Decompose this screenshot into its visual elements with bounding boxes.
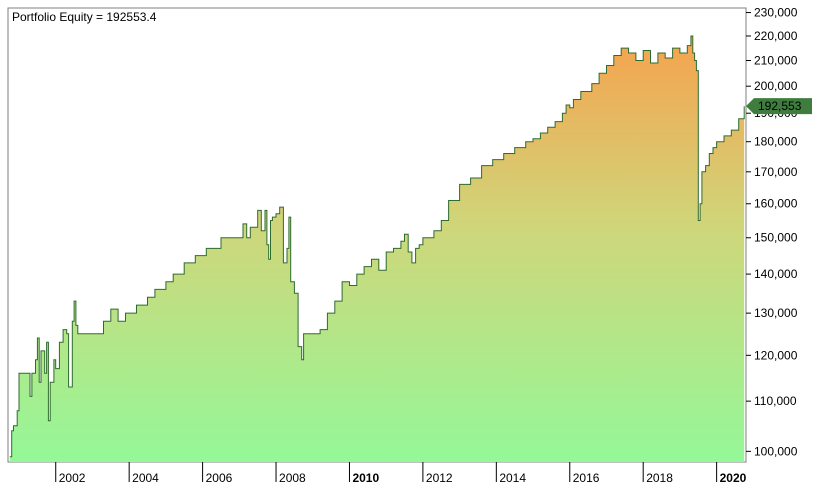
y-tick-label: 200,000 bbox=[754, 79, 798, 93]
y-tick-label: 180,000 bbox=[754, 135, 798, 149]
x-tick-label: 2012 bbox=[426, 471, 453, 485]
y-tick-label: 170,000 bbox=[754, 165, 798, 179]
y-tick-label: 150,000 bbox=[754, 231, 798, 245]
x-tick-label: 2008 bbox=[279, 471, 306, 485]
y-tick-label: 110,000 bbox=[754, 394, 797, 408]
y-tick-label: 100,000 bbox=[754, 444, 798, 458]
x-tick-label: 2002 bbox=[59, 471, 86, 485]
x-tick-label: 2010 bbox=[352, 471, 379, 485]
x-tick-label: 2016 bbox=[573, 471, 600, 485]
y-axis: 100,000 110,000 120,000 130,000 140,000 150,0… bbox=[746, 6, 798, 458]
y-tick-label: 220,000 bbox=[754, 29, 798, 43]
last-value-badge bbox=[746, 98, 812, 115]
y-tick-label: 210,000 bbox=[754, 53, 798, 67]
equity-area bbox=[9, 36, 745, 462]
x-tick-label: 2014 bbox=[499, 471, 526, 485]
chart-title: Portfolio Equity = 192553.4 bbox=[12, 10, 157, 24]
y-tick-label: 120,000 bbox=[754, 348, 798, 362]
x-tick-label: 2020 bbox=[720, 471, 747, 485]
y-tick-label: 230,000 bbox=[754, 6, 798, 20]
equity-line bbox=[9, 35, 745, 458]
x-tick-label: 2018 bbox=[646, 471, 673, 485]
x-tick-label: 2006 bbox=[206, 471, 233, 485]
y-tick-label: 140,000 bbox=[754, 267, 798, 281]
last-value-label: 192,553 bbox=[758, 99, 802, 113]
y-tick-label: 160,000 bbox=[754, 197, 798, 211]
line-layer bbox=[9, 35, 745, 458]
x-axis: 2002 2004 2006 2008 2010 2012 2014 2016 2018 2020 bbox=[55, 462, 747, 485]
x-tick-label: 2004 bbox=[132, 471, 159, 485]
y-tick-label: 130,000 bbox=[754, 306, 798, 320]
area-layer bbox=[9, 36, 745, 462]
last-value-marker: 192,553 bbox=[746, 98, 812, 115]
